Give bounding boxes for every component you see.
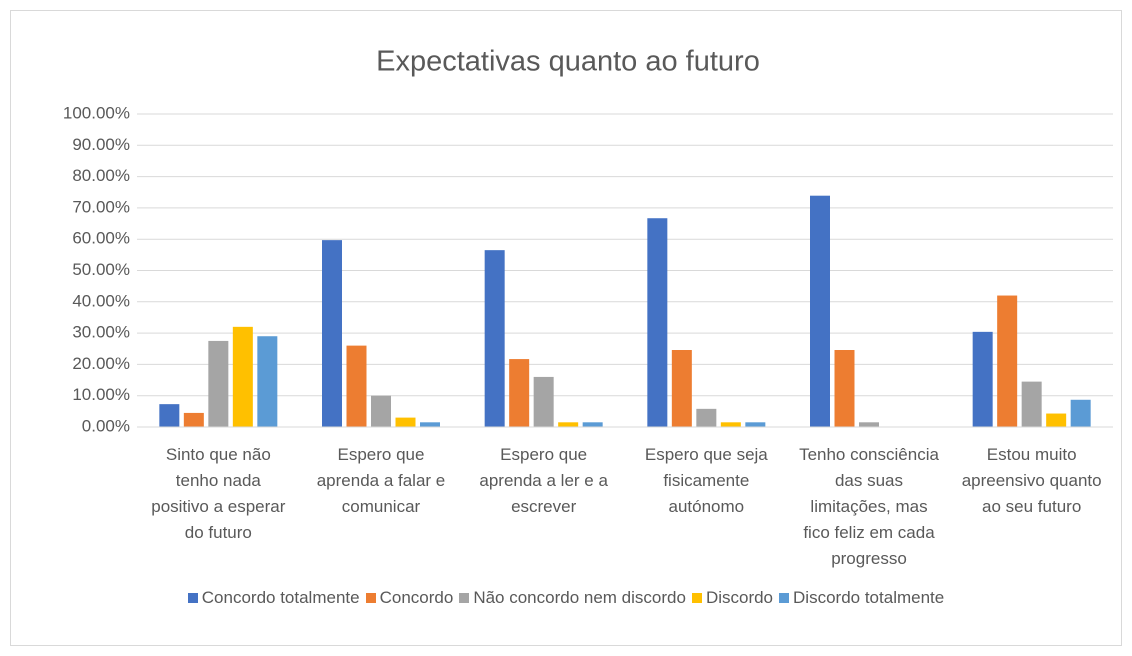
bar	[420, 422, 440, 427]
y-tick-label: 50.00%	[72, 260, 130, 279]
bar	[671, 350, 692, 427]
bar	[1070, 399, 1091, 427]
y-tick-label: 0.00%	[82, 416, 130, 435]
bar	[159, 404, 180, 427]
bar	[647, 218, 668, 427]
legend-label: Não concordo nem discordo	[473, 588, 686, 607]
legend-label: Concordo	[379, 588, 454, 607]
y-tick-label: 90.00%	[72, 135, 130, 154]
bar	[558, 422, 579, 427]
bar	[232, 326, 253, 427]
legend-item: Concordo	[365, 588, 454, 608]
bar	[997, 295, 1018, 427]
bar	[371, 395, 391, 427]
y-tick-label: 100.00%	[63, 103, 130, 122]
bar	[810, 195, 830, 427]
y-tick-label: 30.00%	[72, 323, 130, 342]
legend-swatch	[365, 593, 376, 603]
bar	[834, 350, 855, 427]
y-tick-label: 80.00%	[72, 166, 130, 185]
legend-item: Concordo totalmente	[187, 588, 360, 608]
x-tick-label: Espero que aprenda a falar e comunicar	[316, 445, 446, 516]
bar	[1021, 381, 1042, 427]
y-tick-label: 10.00%	[72, 385, 130, 404]
legend-swatch	[187, 593, 198, 603]
x-tick-label: Espero que seja fisicamente autónomo	[644, 445, 768, 516]
bar	[322, 240, 342, 427]
bar	[533, 376, 554, 427]
x-tick-label: Espero que aprenda a ler e a escrever	[479, 445, 608, 516]
legend-swatch	[459, 593, 470, 603]
x-tick-label: Tenho consciência das suas limitações, m…	[799, 445, 939, 568]
bar	[696, 408, 717, 427]
y-tick-label: 60.00%	[72, 229, 130, 248]
legend-swatch	[779, 593, 790, 603]
bar	[1046, 413, 1067, 427]
x-tick-label: Estou muito apreensivo quanto ao seu fut…	[961, 445, 1102, 516]
bar	[257, 336, 278, 427]
bar	[972, 331, 993, 427]
bar	[208, 340, 229, 427]
bar	[582, 422, 603, 427]
bar	[509, 359, 530, 427]
x-tick-label: Sinto que não tenho nada positivo a espe…	[151, 445, 286, 542]
y-tick-label: 70.00%	[72, 197, 130, 216]
legend: Concordo totalmente Concordo Não concordo …	[0, 588, 1132, 608]
legend-label: Discordo	[705, 588, 774, 607]
legend-item: Discordo	[691, 588, 774, 608]
bar	[183, 412, 204, 427]
bar	[346, 345, 367, 427]
legend-item: Discordo totalmente	[779, 588, 944, 608]
chart-border	[10, 10, 1122, 646]
legend-label: Discordo totalmente	[793, 588, 945, 607]
y-tick-label: 40.00%	[72, 291, 130, 310]
bar	[745, 422, 766, 427]
bar	[859, 422, 879, 427]
y-tick-label: 20.00%	[72, 354, 130, 373]
bar	[720, 422, 741, 427]
bar	[395, 417, 416, 427]
chart-title: Expectativas quanto ao futuro	[376, 46, 760, 78]
legend-item: Não concordo nem discordo	[459, 588, 686, 608]
bar	[484, 250, 505, 427]
legend-label: Concordo totalmente	[201, 588, 360, 607]
legend-swatch	[691, 593, 702, 603]
